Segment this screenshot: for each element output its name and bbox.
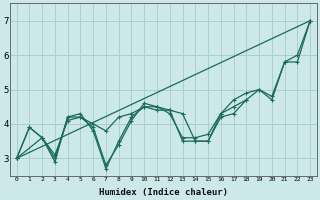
X-axis label: Humidex (Indice chaleur): Humidex (Indice chaleur): [99, 188, 228, 197]
